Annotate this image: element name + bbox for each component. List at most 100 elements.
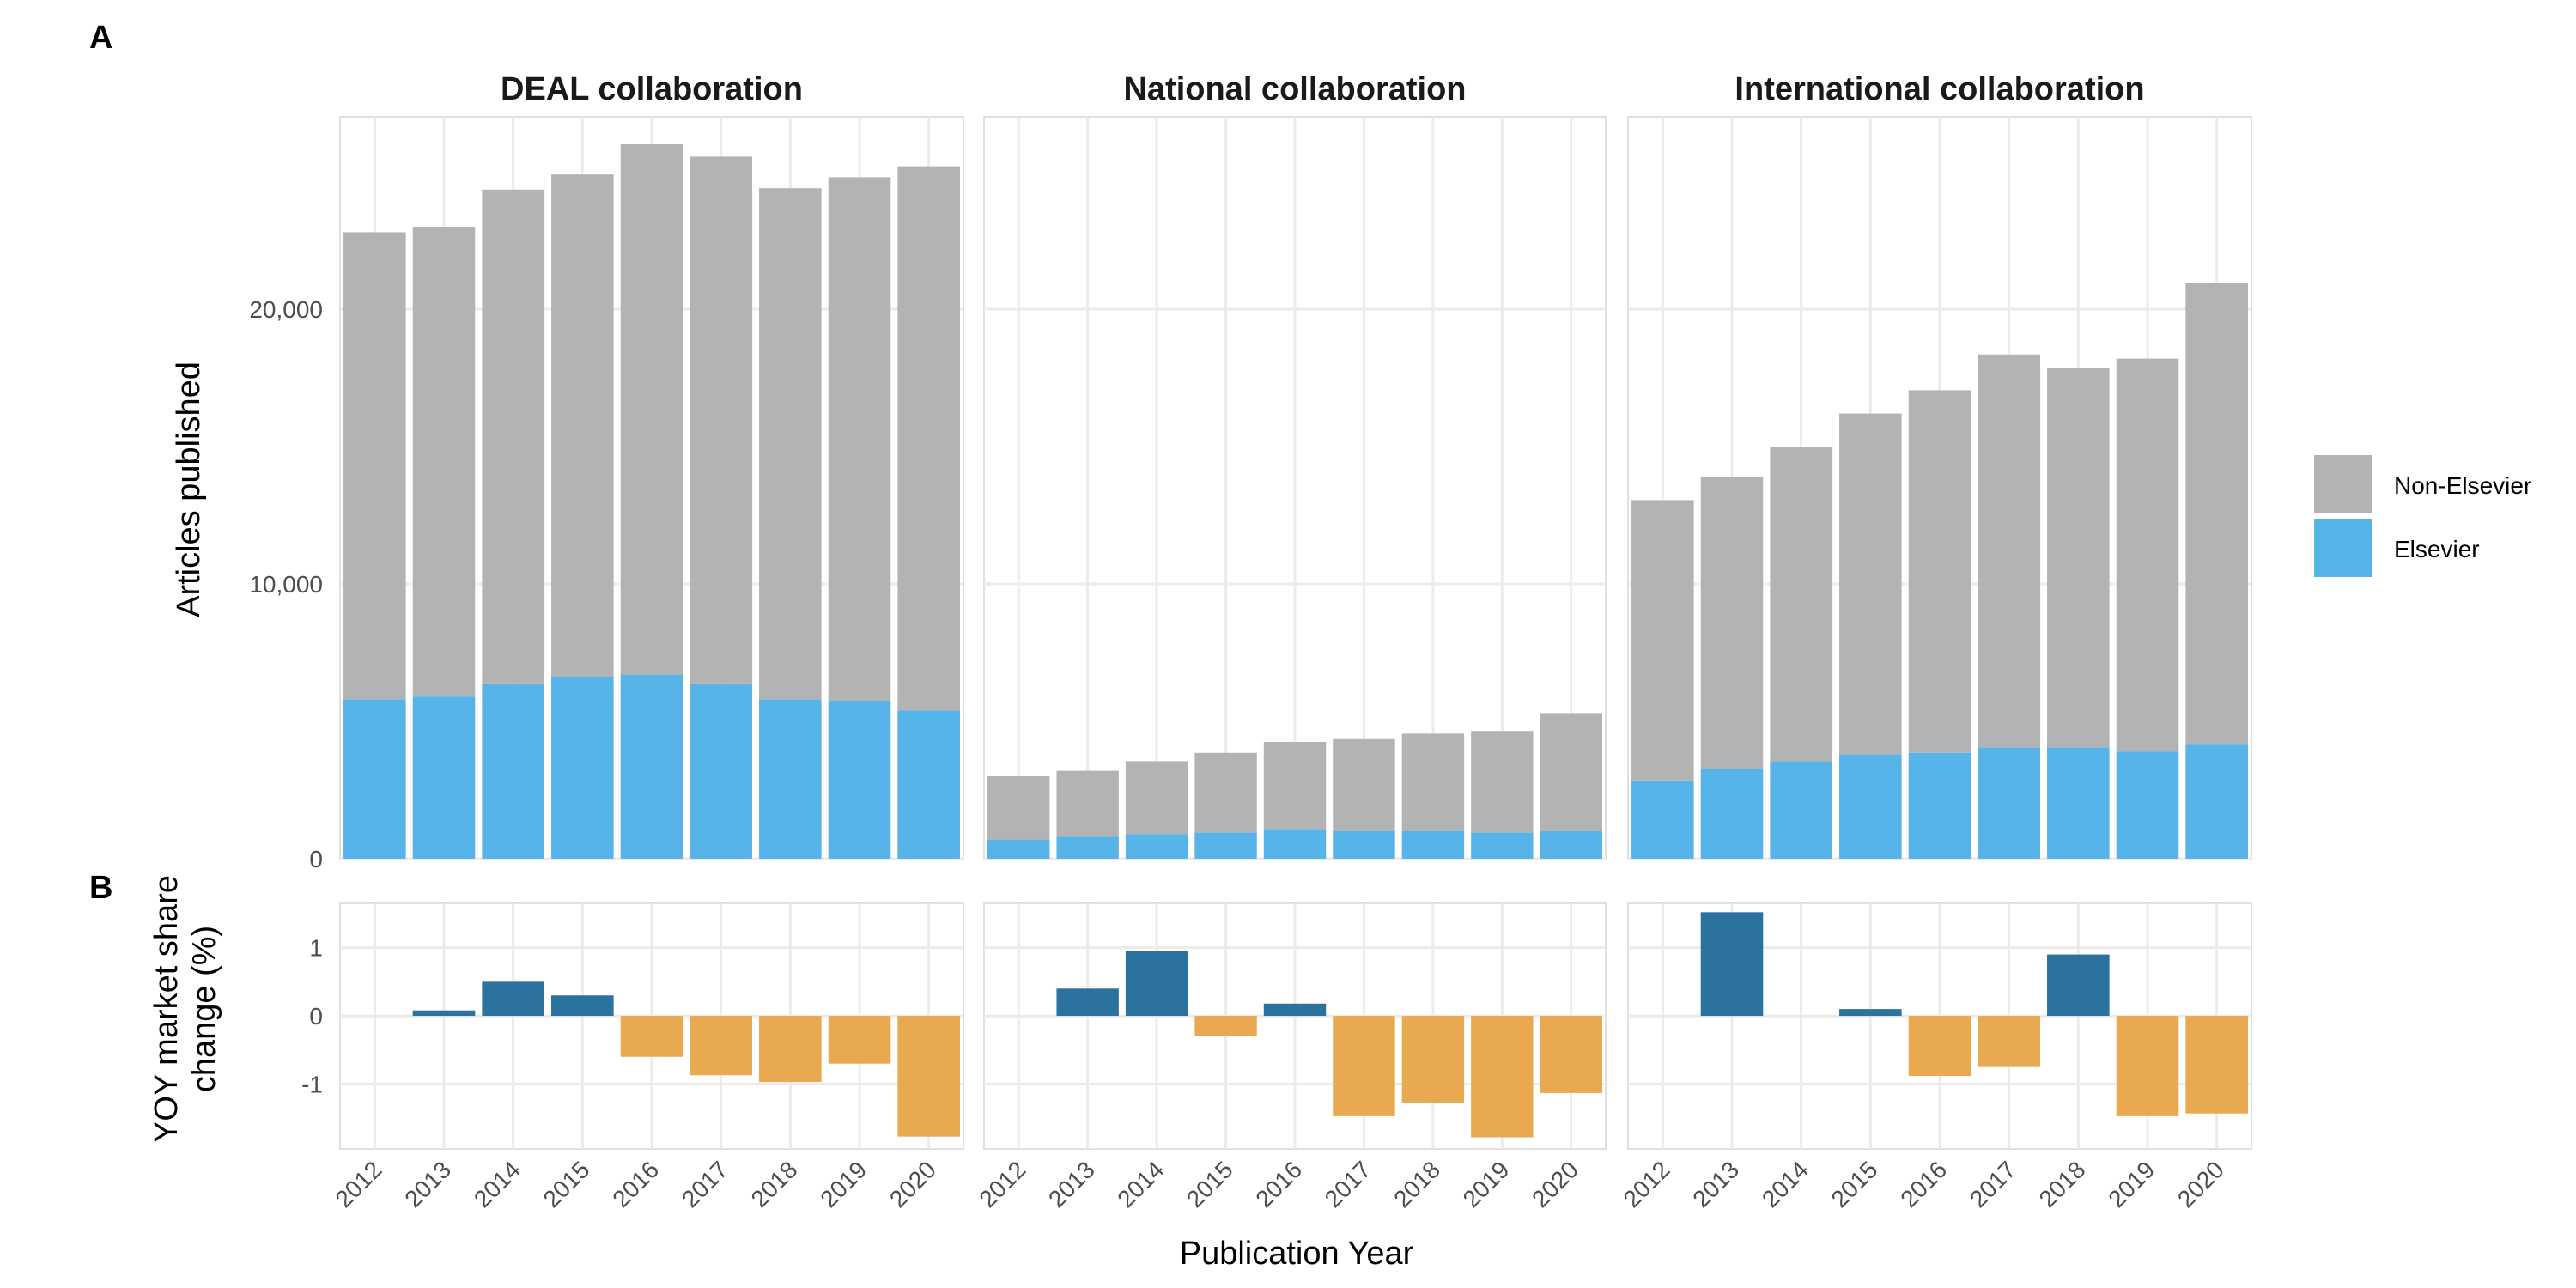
bar-international-collaboration-non-elsevier-2015 <box>1839 413 1902 755</box>
panel-label-b: B <box>89 870 112 906</box>
yoy-bar-international-collaboration-2017 <box>1978 1016 2040 1067</box>
bar-national-collaboration-non-elsevier-2014 <box>1125 761 1188 835</box>
bar-international-collaboration-elsevier-2015 <box>1839 754 1902 859</box>
bar-deal-collaboration-elsevier-2015 <box>551 677 614 859</box>
bar-national-collaboration-non-elsevier-2017 <box>1333 738 1395 831</box>
x-tick-label-1-2012: 2012 <box>331 1156 387 1212</box>
bars-layer <box>343 144 2248 1138</box>
x-tick-label-3-2019: 2019 <box>2103 1156 2160 1212</box>
bar-national-collaboration-elsevier-2014 <box>1125 834 1188 859</box>
bar-national-collaboration-non-elsevier-2013 <box>1056 770 1119 837</box>
yoy-bar-international-collaboration-2015 <box>1839 1009 1902 1017</box>
facet-title-3: International collaboration <box>1735 71 2144 107</box>
x-tick-label-1-2014: 2014 <box>469 1156 526 1212</box>
y-tick-label-a-20000: 20,000 <box>249 296 323 323</box>
bar-deal-collaboration-elsevier-2018 <box>759 699 822 859</box>
x-tick-label-2-2018: 2018 <box>1388 1156 1445 1212</box>
bar-national-collaboration-non-elsevier-2020 <box>1540 713 1602 831</box>
bar-deal-collaboration-elsevier-2014 <box>482 683 544 859</box>
bar-national-collaboration-elsevier-2019 <box>1471 832 1534 859</box>
bar-national-collaboration-elsevier-2020 <box>1540 831 1602 859</box>
bar-international-collaboration-non-elsevier-2017 <box>1978 354 2040 748</box>
bar-international-collaboration-elsevier-2018 <box>2047 747 2110 859</box>
x-tick-label-2-2016: 2016 <box>1250 1156 1307 1212</box>
y-tick-label-a-10000: 10,000 <box>249 571 323 598</box>
bar-national-collaboration-non-elsevier-2019 <box>1471 731 1534 833</box>
x-tick-label-2-2019: 2019 <box>1458 1156 1515 1212</box>
yoy-bar-deal-collaboration-2015 <box>551 995 614 1017</box>
yoy-bar-national-collaboration-2016 <box>1263 1003 1327 1017</box>
x-tick-label-3-2017: 2017 <box>1965 1156 2021 1212</box>
bar-national-collaboration-non-elsevier-2012 <box>987 776 1050 840</box>
bar-deal-collaboration-non-elsevier-2020 <box>897 166 960 711</box>
bar-national-collaboration-elsevier-2016 <box>1263 829 1327 859</box>
x-tick-label-1-2015: 2015 <box>538 1156 595 1212</box>
yoy-bar-deal-collaboration-2016 <box>620 1016 683 1057</box>
x-tick-label-3-2018: 2018 <box>2034 1156 2091 1212</box>
bar-deal-collaboration-elsevier-2012 <box>343 699 406 859</box>
bar-deal-collaboration-elsevier-2017 <box>690 683 752 859</box>
y-tick-label-b--1: -1 <box>301 1072 323 1098</box>
bar-international-collaboration-non-elsevier-2019 <box>2116 358 2179 752</box>
x-tick-label-1-2019: 2019 <box>815 1156 872 1212</box>
facet-title-1: DEAL collaboration <box>501 71 803 107</box>
panel-label-a: A <box>89 20 112 56</box>
y-tick-label-b-1: 1 <box>309 935 323 962</box>
bar-international-collaboration-elsevier-2016 <box>1908 752 1971 859</box>
bar-national-collaboration-elsevier-2012 <box>987 839 1050 859</box>
y-tick-label-b-0: 0 <box>309 1003 323 1030</box>
x-tick-label-2-2020: 2020 <box>1527 1156 1583 1212</box>
yoy-bar-national-collaboration-2014 <box>1125 951 1188 1017</box>
yoy-bar-national-collaboration-2019 <box>1471 1016 1534 1138</box>
bar-international-collaboration-non-elsevier-2014 <box>1770 447 1832 762</box>
x-tick-label-1-2020: 2020 <box>884 1156 941 1212</box>
yoy-bar-deal-collaboration-2018 <box>759 1016 822 1083</box>
bar-deal-collaboration-elsevier-2016 <box>620 674 683 859</box>
x-tick-label-2-2012: 2012 <box>974 1156 1030 1212</box>
bar-deal-collaboration-elsevier-2013 <box>412 696 476 859</box>
yoy-bar-international-collaboration-2016 <box>1908 1016 1971 1076</box>
bar-international-collaboration-non-elsevier-2016 <box>1908 390 1971 753</box>
x-tick-label-2-2015: 2015 <box>1182 1156 1238 1212</box>
bar-national-collaboration-elsevier-2018 <box>1401 831 1465 859</box>
x-tick-label-3-2016: 2016 <box>1895 1156 1952 1212</box>
bar-international-collaboration-non-elsevier-2012 <box>1631 500 1694 781</box>
bar-international-collaboration-non-elsevier-2018 <box>2047 368 2110 748</box>
x-tick-label-1-2013: 2013 <box>399 1156 456 1212</box>
x-tick-label-3-2014: 2014 <box>1757 1156 1814 1212</box>
y-axis-title-yoy-line2: change (%) <box>186 926 222 1092</box>
bar-deal-collaboration-elsevier-2019 <box>828 701 891 859</box>
legend-key-elsevier <box>2314 519 2372 577</box>
x-tick-label-3-2012: 2012 <box>1619 1156 1675 1212</box>
bar-deal-collaboration-non-elsevier-2015 <box>551 174 614 677</box>
yoy-bar-international-collaboration-2020 <box>2185 1016 2248 1114</box>
x-tick-label-3-2013: 2013 <box>1687 1156 1744 1212</box>
yoy-bar-deal-collaboration-2017 <box>690 1016 752 1076</box>
bar-national-collaboration-non-elsevier-2018 <box>1401 733 1465 831</box>
bar-international-collaboration-elsevier-2019 <box>2116 751 2179 859</box>
bar-deal-collaboration-non-elsevier-2018 <box>759 188 822 700</box>
bar-international-collaboration-elsevier-2013 <box>1700 769 1764 859</box>
bar-international-collaboration-elsevier-2014 <box>1770 761 1832 859</box>
y-axis-title-yoy-line1: YOY market share <box>149 875 185 1143</box>
y-axis-title-articles: Articles published <box>171 361 207 617</box>
yoy-bar-deal-collaboration-2019 <box>828 1016 891 1064</box>
bar-national-collaboration-non-elsevier-2016 <box>1263 742 1327 830</box>
bar-national-collaboration-elsevier-2015 <box>1194 832 1257 859</box>
x-tick-label-2-2014: 2014 <box>1112 1156 1169 1212</box>
yoy-bar-deal-collaboration-2020 <box>897 1016 960 1137</box>
bar-deal-collaboration-non-elsevier-2019 <box>828 177 891 701</box>
yoy-bar-deal-collaboration-2013 <box>412 1010 476 1017</box>
bar-deal-collaboration-non-elsevier-2016 <box>620 144 683 675</box>
bar-national-collaboration-elsevier-2017 <box>1333 831 1395 859</box>
x-tick-label-2-2013: 2013 <box>1043 1156 1100 1212</box>
bar-national-collaboration-non-elsevier-2015 <box>1194 752 1257 833</box>
bar-deal-collaboration-non-elsevier-2017 <box>690 156 752 684</box>
x-tick-label-1-2017: 2017 <box>677 1156 733 1212</box>
bar-deal-collaboration-non-elsevier-2012 <box>343 232 406 700</box>
yoy-bar-national-collaboration-2020 <box>1540 1016 1602 1093</box>
x-tick-label-1-2016: 2016 <box>607 1156 664 1212</box>
x-tick-label-3-2020: 2020 <box>2172 1156 2229 1212</box>
yoy-bar-international-collaboration-2019 <box>2116 1016 2179 1116</box>
